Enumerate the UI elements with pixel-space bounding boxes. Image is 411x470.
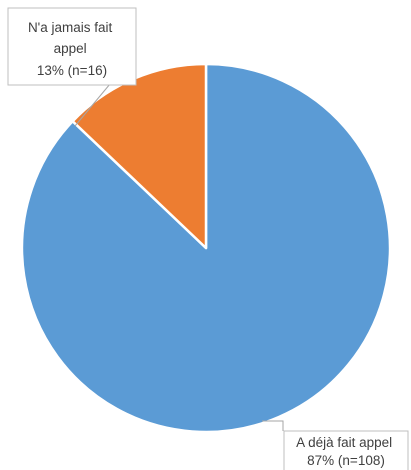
data-label-line: A déjà fait appel bbox=[296, 435, 392, 450]
svg-text:N'a jamais fait appel: N'a jamais fait appel 13% (n=16) bbox=[28, 20, 116, 78]
data-label-jamais: N'a jamais fait appel 13% (n=16) bbox=[7, 7, 137, 86]
data-label-line: appel bbox=[54, 41, 87, 56]
data-label-deja: A déjà fait appel 87% (n=108) bbox=[283, 430, 409, 470]
data-label-line: N'a jamais fait bbox=[28, 20, 113, 35]
data-label-box bbox=[283, 430, 409, 470]
svg-text:A déjà fait appel 87% (n: A déjà fait appel 87% (n=108) bbox=[296, 435, 396, 468]
data-label-line: 13% (n=16) bbox=[37, 63, 107, 78]
data-label-line: 87% (n=108) bbox=[307, 453, 385, 468]
leader-line-jamais bbox=[74, 83, 111, 127]
data-label-box bbox=[7, 7, 137, 86]
pie-slices bbox=[20, 62, 392, 434]
leader-line-deja bbox=[262, 420, 284, 431]
